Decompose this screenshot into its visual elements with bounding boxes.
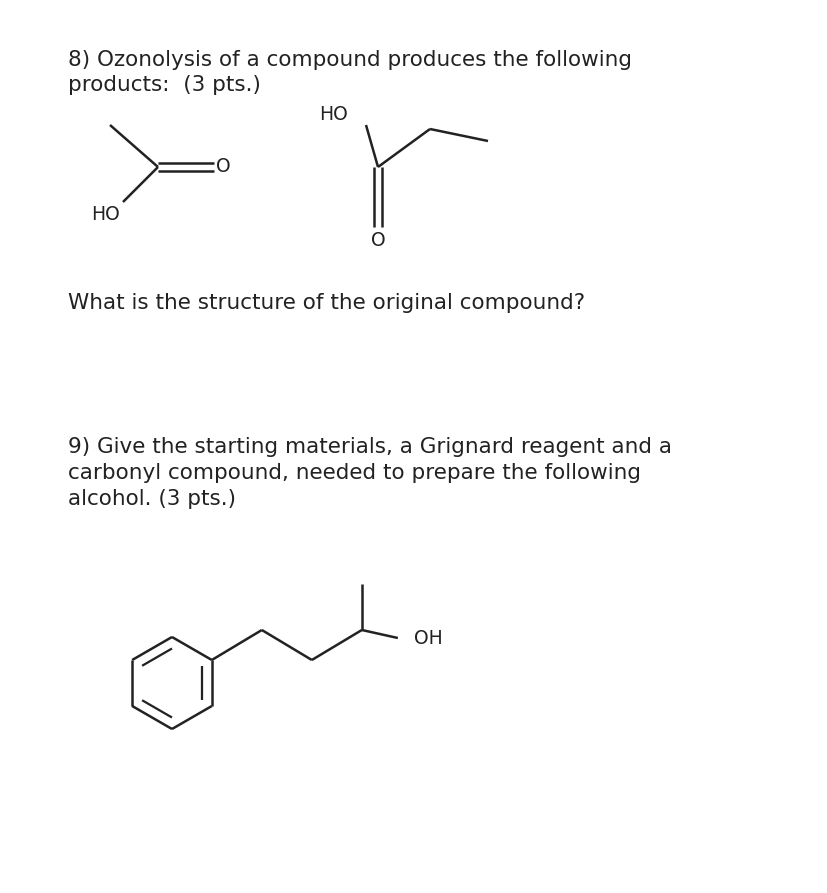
Text: What is the structure of the original compound?: What is the structure of the original co…	[68, 293, 585, 313]
Text: 8) Ozonolysis of a compound produces the following: 8) Ozonolysis of a compound produces the…	[68, 50, 631, 70]
Text: HO: HO	[92, 205, 120, 224]
Text: 9) Give the starting materials, a Grignard reagent and a: 9) Give the starting materials, a Grigna…	[68, 437, 672, 457]
Text: products:  (3 pts.): products: (3 pts.)	[68, 75, 261, 95]
Text: OH: OH	[414, 629, 442, 647]
Text: HO: HO	[319, 105, 347, 124]
Text: O: O	[370, 231, 385, 251]
Text: alcohol. (3 pts.): alcohol. (3 pts.)	[68, 489, 236, 509]
Text: O: O	[215, 157, 230, 177]
Text: carbonyl compound, needed to prepare the following: carbonyl compound, needed to prepare the…	[68, 463, 640, 483]
